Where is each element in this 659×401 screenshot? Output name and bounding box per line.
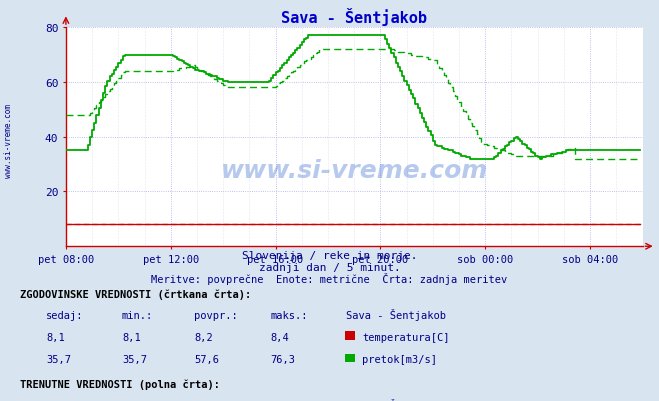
Text: sedaj:: sedaj: <box>46 400 84 401</box>
Text: sedaj:: sedaj: <box>46 310 84 320</box>
Text: 35,7: 35,7 <box>122 354 147 365</box>
Text: 8,4: 8,4 <box>270 332 289 342</box>
Text: 57,6: 57,6 <box>194 354 219 365</box>
Text: maks.:: maks.: <box>270 310 308 320</box>
Text: maks.:: maks.: <box>270 400 308 401</box>
Text: povpr.:: povpr.: <box>194 310 238 320</box>
Text: 76,3: 76,3 <box>270 354 295 365</box>
Text: ZGODOVINSKE VREDNOSTI (črtkana črta):: ZGODOVINSKE VREDNOSTI (črtkana črta): <box>20 289 251 300</box>
Text: 35,7: 35,7 <box>46 354 71 365</box>
Text: Sava - Šentjakob: Sava - Šentjakob <box>346 308 446 320</box>
Text: Meritve: povprečne  Enote: metrične  Črta: zadnja meritev: Meritve: povprečne Enote: metrične Črta:… <box>152 273 507 285</box>
Text: min.:: min.: <box>122 400 153 401</box>
Text: 8,2: 8,2 <box>194 332 213 342</box>
Text: Sava - Šentjakob: Sava - Šentjakob <box>346 398 446 401</box>
Text: temperatura[C]: temperatura[C] <box>362 332 450 342</box>
Text: 8,1: 8,1 <box>46 332 65 342</box>
Text: 8,1: 8,1 <box>122 332 140 342</box>
Text: zadnji dan / 5 minut.: zadnji dan / 5 minut. <box>258 263 401 273</box>
Text: www.si-vreme.com: www.si-vreme.com <box>221 158 488 182</box>
Title: Sava - Šentjakob: Sava - Šentjakob <box>281 8 427 26</box>
Text: pretok[m3/s]: pretok[m3/s] <box>362 354 438 365</box>
Text: www.si-vreme.com: www.si-vreme.com <box>4 103 13 177</box>
Text: Slovenija / reke in morje.: Slovenija / reke in morje. <box>242 251 417 261</box>
Text: povpr.:: povpr.: <box>194 400 238 401</box>
Text: TRENUTNE VREDNOSTI (polna črta):: TRENUTNE VREDNOSTI (polna črta): <box>20 379 219 389</box>
Text: min.:: min.: <box>122 310 153 320</box>
